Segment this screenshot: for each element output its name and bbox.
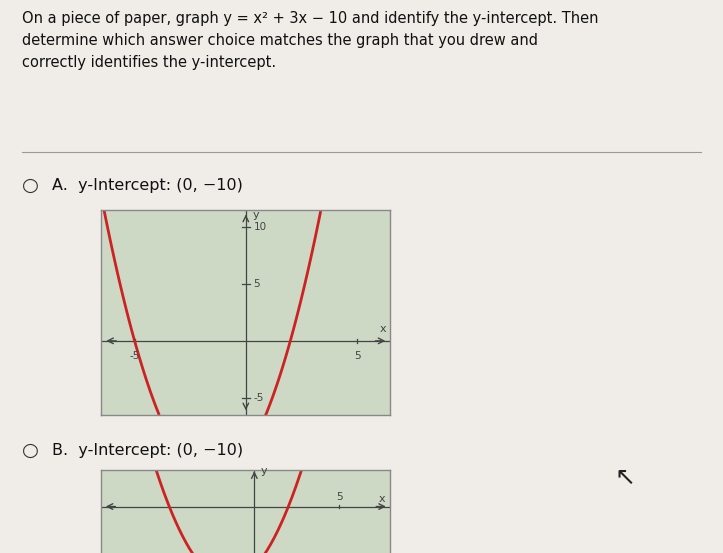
Text: 5: 5 bbox=[354, 351, 360, 361]
Text: 10: 10 bbox=[254, 222, 267, 232]
Text: ↖: ↖ bbox=[614, 466, 636, 490]
Text: 5: 5 bbox=[254, 279, 260, 289]
Text: y: y bbox=[252, 210, 259, 220]
Text: On a piece of paper, graph y = x² + 3x − 10 and identify the y-intercept. Then
d: On a piece of paper, graph y = x² + 3x −… bbox=[22, 11, 598, 70]
Text: x: x bbox=[379, 494, 385, 504]
Text: -5: -5 bbox=[254, 393, 264, 403]
Text: -5: -5 bbox=[129, 351, 140, 361]
Text: x: x bbox=[380, 325, 386, 335]
Text: 5: 5 bbox=[336, 492, 343, 502]
Text: A.  y-Intercept: (0, −10): A. y-Intercept: (0, −10) bbox=[52, 178, 243, 193]
Text: ○: ○ bbox=[22, 441, 39, 460]
Text: ○: ○ bbox=[22, 176, 39, 195]
Text: B.  y-Intercept: (0, −10): B. y-Intercept: (0, −10) bbox=[52, 443, 244, 458]
Text: y: y bbox=[261, 466, 268, 476]
